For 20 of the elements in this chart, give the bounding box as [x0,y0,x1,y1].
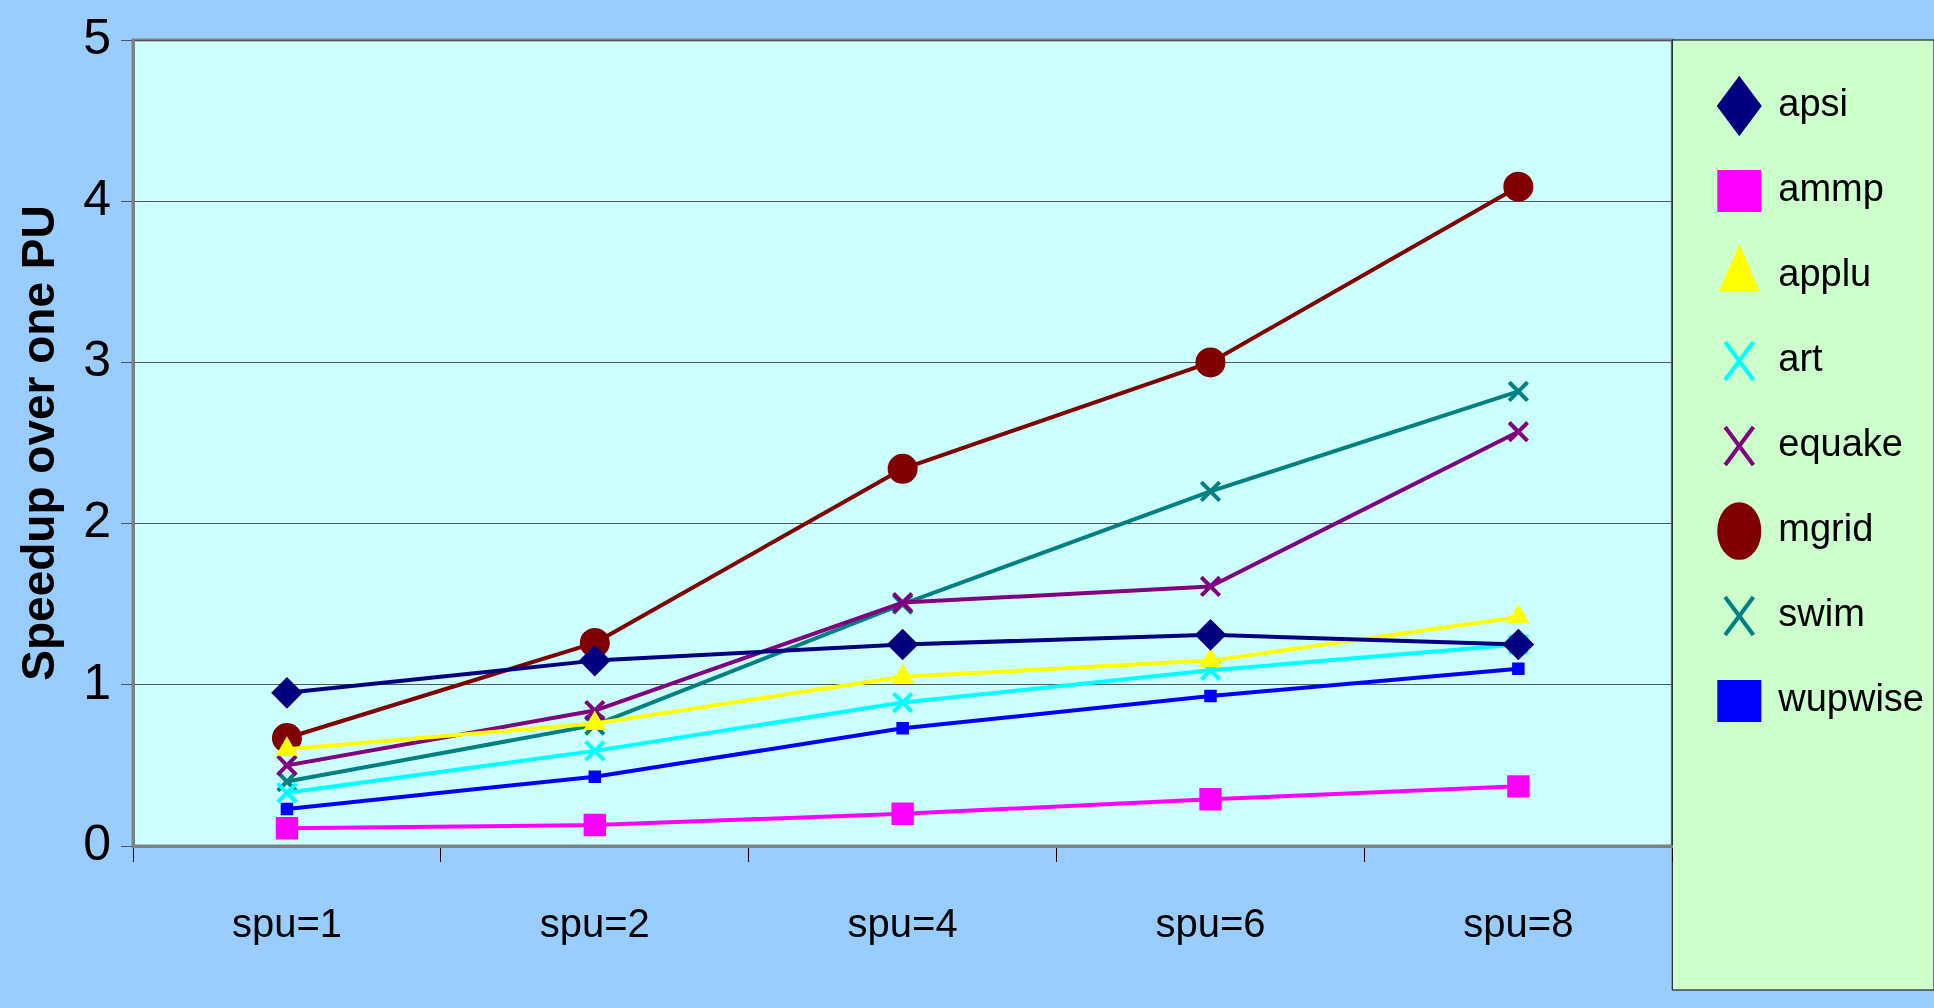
y-tick-label: 4 [83,169,112,226]
x-tick-label: spu=6 [1155,901,1266,946]
legend-label: applu [1778,252,1872,295]
y-tick-label: 0 [83,814,112,871]
y-tick-label: 2 [83,492,112,549]
legend-label: mgrid [1778,507,1874,550]
x-tick-label: spu=8 [1463,901,1574,946]
legend-label: art [1778,337,1824,380]
legend-label: ammp [1778,167,1884,210]
x-tick-label: spu=2 [539,901,650,946]
legend-label: wupwise [1777,677,1925,720]
y-tick-label: 3 [83,331,112,388]
legend-label: equake [1778,422,1903,465]
y-tick-label: 1 [83,653,112,710]
legend-label: swim [1778,592,1865,635]
x-tick-label: spu=1 [231,901,342,946]
y-axis-title: Speedup over one PU [12,205,65,681]
x-tick-label: spu=4 [847,901,958,946]
y-tick-label: 5 [83,8,112,65]
legend-label: apsi [1778,82,1848,125]
